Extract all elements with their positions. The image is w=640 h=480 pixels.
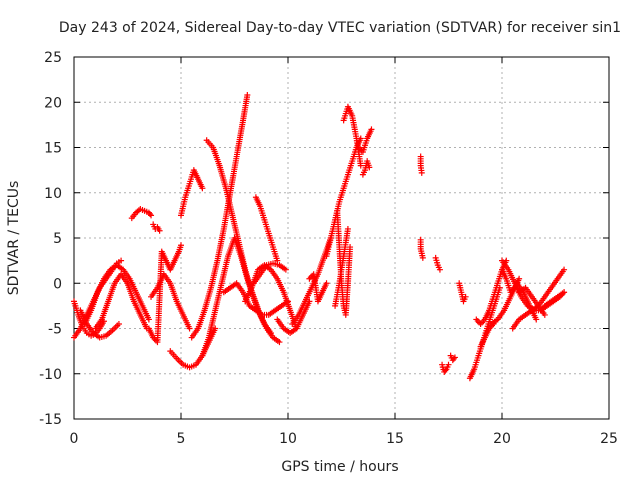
x-tick-label: 25 [600,431,618,447]
y-tick-labels: -15 -10 -5 0 5 10 15 20 25 [39,50,62,428]
series-arc-4 [92,271,150,332]
x-tick-label: 10 [279,431,297,447]
data-point [366,164,373,171]
series-arc-7 [150,221,163,234]
series-arc-39 [516,284,548,318]
data-point [450,355,457,362]
series-arc-23 [334,207,354,318]
data-point [561,266,568,273]
x-axis-label: GPS time / hours [281,459,398,475]
series-arc-19 [274,298,313,337]
data-point [344,225,351,232]
series-arc-34 [466,284,503,382]
series-arc-18 [252,194,281,264]
series-arc-6 [128,206,155,222]
series-arc-30 [432,254,443,273]
y-tick-label: -5 [48,322,62,338]
series-arc-9 [148,271,193,332]
series-arc-40 [541,289,568,309]
series-arc-5 [77,307,122,341]
y-tick-label: 15 [44,141,62,157]
y-tick-label: -10 [39,367,62,383]
x-tick-label: 15 [386,431,404,447]
data-point [533,316,540,323]
data-point [274,257,281,264]
series-arc-29 [417,236,426,261]
series-arc-13 [188,92,251,341]
series-arc-21 [306,271,330,305]
data-point [418,169,425,176]
chart-title: Day 243 of 2024, Sidereal Day-to-day VTE… [59,20,621,36]
data-point [357,162,364,169]
data-point [442,367,449,374]
series-arc-14 [199,235,283,359]
x-tick-label: 0 [70,431,79,447]
data-point [436,266,443,273]
data-point [212,325,219,332]
series-arc-28 [417,153,425,176]
data-point [276,339,283,346]
data-point [178,242,184,249]
y-tick-label: -15 [39,412,62,428]
data-points [71,92,568,382]
data-point [115,320,122,327]
data-point [148,212,155,219]
data-point [516,275,523,282]
data-point [199,185,206,192]
data-point [561,289,568,296]
series-arc-11 [178,167,206,219]
data-point [323,280,330,287]
data-point [541,311,548,318]
data-point [282,266,289,273]
series-arc-35 [473,257,510,327]
x-tick-label: 5 [177,431,186,447]
data-point [368,126,375,133]
y-tick-label: 25 [44,50,62,66]
data-point [451,354,458,361]
y-tick-label: 10 [44,186,62,202]
data-point [145,316,152,323]
data-point [445,361,452,368]
series-arc-16 [242,262,300,332]
data-point [146,211,153,218]
y-axis-label: SDTVAR / TECUs [6,181,22,296]
series-arc-41 [499,266,523,296]
series-arc-33 [456,280,469,305]
y-tick-label: 5 [53,231,62,247]
series-arc-26 [355,126,375,156]
series-arc-27 [359,158,373,178]
data-point [156,227,163,234]
data-point [118,257,125,264]
x-tick-labels: 0 5 10 15 20 25 [70,431,618,447]
data-point [490,320,497,327]
series-arc-31 [439,361,452,375]
y-tick-label: 20 [44,95,62,111]
y-tick-label: 0 [53,276,62,292]
series-arc-17 [250,260,289,287]
data-point [462,293,469,300]
series-arc-42 [477,320,497,350]
data-point [244,92,251,99]
x-tick-label: 20 [493,431,511,447]
data-point [186,325,193,332]
data-point [419,254,426,261]
series-arc-32 [447,352,458,364]
series-arc-25 [332,225,351,309]
